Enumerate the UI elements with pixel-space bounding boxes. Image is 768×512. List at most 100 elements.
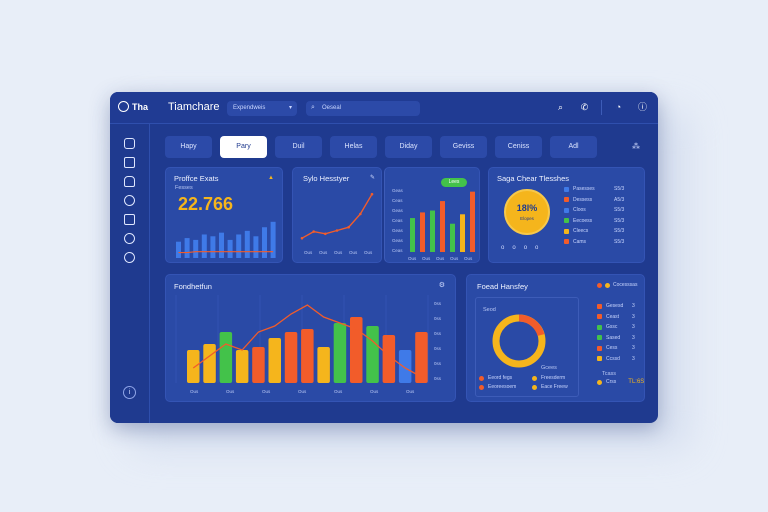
y-tick-label: Geas [392, 238, 404, 243]
legend-item[interactable]: Eeoreesoem [479, 384, 516, 390]
legend-item[interactable]: Eeord fegs [479, 375, 512, 381]
legend-dot [532, 384, 537, 390]
y-tick-label: Ceas [392, 248, 403, 253]
list-swatch [597, 345, 602, 351]
list-value: 3 [632, 334, 635, 341]
x-tick-label: Ous [334, 389, 343, 394]
list-item[interactable]: Gesesd [597, 303, 623, 309]
dashboard-icon[interactable] [124, 138, 135, 149]
trend-icon: ▲ [268, 175, 274, 181]
tab-bar: Hapy Pary Duil Helas Diday Geviss Ceniss Adl [165, 136, 597, 158]
settings-icon[interactable] [124, 252, 135, 263]
bar [398, 350, 412, 383]
tab-geviss[interactable]: Geviss [440, 136, 487, 158]
legend-item[interactable]: Dessess [564, 197, 592, 203]
phone-icon[interactable]: ✆ [580, 102, 589, 112]
y-tick-label: 0ss [434, 346, 442, 351]
legend-item[interactable]: Pasesses [564, 186, 595, 192]
legend-label: Eeoreesoem [488, 384, 517, 390]
info-icon[interactable]: ⓘ [637, 102, 647, 112]
bar [262, 227, 267, 258]
compass-icon[interactable] [124, 233, 135, 244]
growth-chart: Geas Ceas Geas Ceas Geas Geas Ceas Ous Ous Ous Ous… [392, 188, 475, 261]
tab-helas[interactable]: Helas [330, 136, 377, 158]
legend-item[interactable]: Cloos [564, 207, 586, 213]
side-label: Cocesssas [613, 282, 638, 288]
legend-item[interactable]: Eace Freew [532, 384, 568, 390]
tab-adl[interactable]: Adl [550, 136, 597, 158]
chevron-down-icon: ▾ [288, 105, 292, 111]
sparkle-icon[interactable]: ⁂ [632, 142, 640, 151]
divider [601, 100, 602, 115]
legend-item[interactable]: Freesderm [532, 375, 565, 381]
flow-card: Fondhetfun ⚙ 0ss 0ss 0ss 0ss 0ss 0ss Ous Ous Ous… [165, 274, 456, 402]
list-swatch [597, 324, 602, 330]
profits-chart [176, 221, 276, 258]
logo-text: Tha [132, 101, 149, 112]
chart-icon[interactable] [124, 157, 135, 168]
globe-icon[interactable] [124, 195, 135, 206]
legend-label: Pasesses [573, 186, 595, 192]
car-icon[interactable] [124, 176, 135, 187]
x-tick-label: Ous [334, 250, 343, 255]
status-pill[interactable]: Lees [441, 178, 467, 187]
help-icon[interactable]: i [123, 386, 136, 399]
tab-duil[interactable]: Duil [275, 136, 322, 158]
period-select[interactable]: Expendweis ▾ [227, 101, 297, 116]
bar [244, 230, 250, 258]
x-tick-label: Ous [408, 256, 417, 261]
list-item[interactable]: Sased [597, 335, 620, 341]
bar [184, 238, 190, 258]
share-icon[interactable] [124, 214, 135, 225]
legend-item[interactable]: Eecoess [564, 218, 592, 224]
history-icon[interactable]: ◔ [615, 102, 622, 112]
search-placeholder: Oeseal [322, 105, 342, 111]
tab-hapy[interactable]: Hapy [165, 136, 212, 158]
x-tick-label: Ous [304, 250, 313, 255]
trend-line [178, 251, 274, 254]
circle-icon[interactable]: o [535, 245, 539, 251]
tab-diday[interactable]: Diday [385, 136, 432, 158]
app-window: Tha Tiamchare Expendweis ▾ ⌕ Oeseal ⌕ ✆ … [110, 92, 658, 423]
search-input[interactable]: ⌕ Oeseal [306, 101, 420, 116]
list-item[interactable]: Cess [597, 345, 617, 351]
line-point [324, 232, 327, 236]
x-tick-label: Ous [364, 250, 373, 255]
menu-icon[interactable]: ✎ [369, 175, 375, 181]
footer-value: TL:6S [628, 379, 645, 385]
legend-dot [597, 282, 602, 288]
search-icon[interactable]: ⌕ [557, 102, 564, 112]
list-item[interactable]: Ccssd [597, 356, 620, 362]
line-point [359, 212, 362, 216]
list-swatch [597, 314, 602, 319]
legend-item[interactable]: Cleecs [564, 228, 588, 234]
bar [227, 239, 233, 258]
list-value: 3 [632, 324, 635, 330]
tab-pary[interactable]: Pary [220, 136, 267, 158]
x-tick-label: Ous [436, 256, 445, 261]
more-icon[interactable]: ⚙ [438, 282, 445, 289]
card-title: Proffce Exats [174, 174, 219, 183]
list-label: Ccssd [606, 355, 620, 362]
circle-icon[interactable]: o [512, 245, 516, 251]
card-title: Foead Hansfey [477, 282, 528, 291]
legend-label: Cleecs [573, 228, 589, 234]
card-title: Fondhetfun [174, 282, 212, 291]
list-item[interactable]: Ceast [597, 314, 619, 320]
list-swatch [597, 303, 602, 309]
tab-ceniss[interactable]: Ceniss [495, 136, 542, 158]
circle-icon[interactable]: o [501, 245, 505, 251]
line-point [300, 236, 304, 240]
circle-icon[interactable]: o [523, 245, 528, 251]
list-swatch [597, 335, 602, 340]
legend-label: Dessess [573, 196, 593, 203]
list-item[interactable]: Gssc [597, 324, 617, 330]
list-label: Cess [606, 345, 618, 351]
list-value: 3 [632, 313, 635, 320]
legend-value: S5/3 [614, 207, 625, 213]
footer-row: Crss TL:6S [597, 379, 644, 385]
legend-dot [532, 375, 537, 381]
legend-item[interactable]: Cams [564, 239, 586, 245]
app-logo[interactable]: Tha [118, 101, 148, 112]
share-donut [504, 189, 550, 235]
